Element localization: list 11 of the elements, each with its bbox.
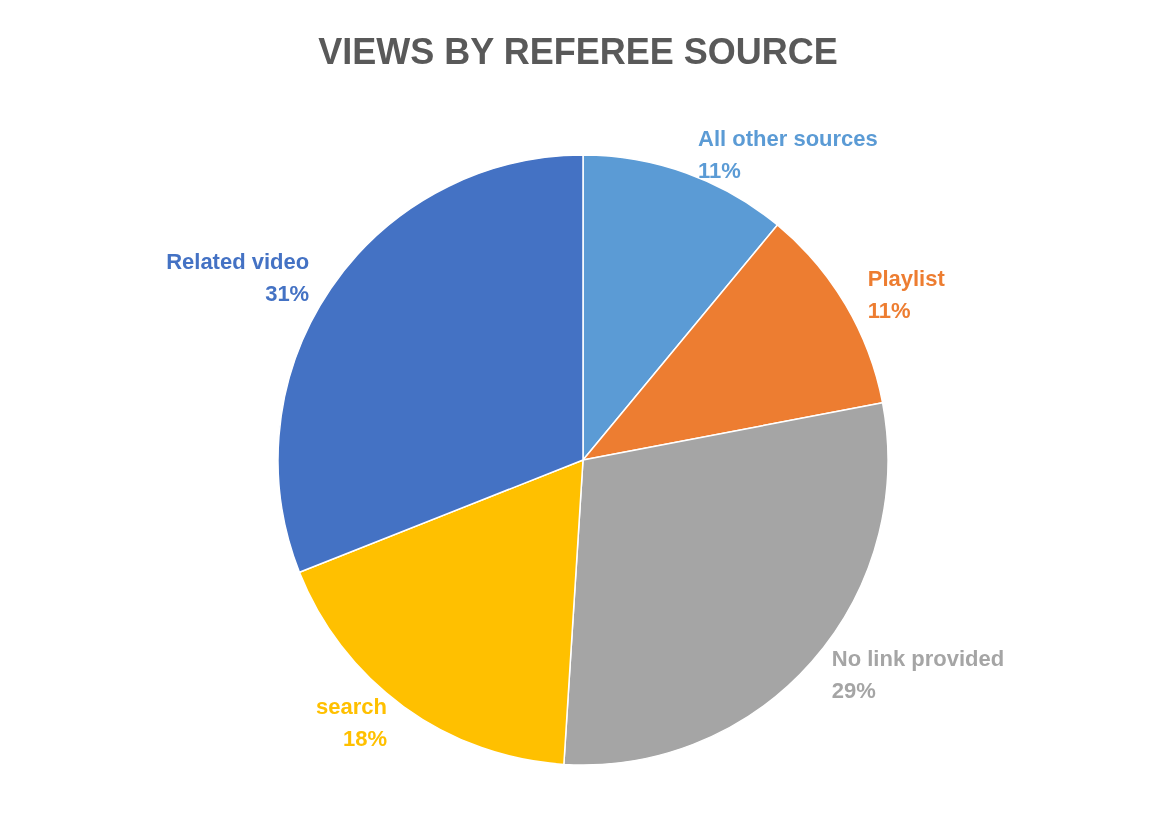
slice-label: All other sources <box>698 125 878 151</box>
data-label: 18% <box>342 726 387 752</box>
data-label: 11% <box>698 157 741 183</box>
slice-label: search <box>316 694 387 720</box>
slice-label: Playlist <box>867 266 946 292</box>
data-label: 31% <box>265 280 310 306</box>
chart-title: VIEWS BY REFEREE SOURCE <box>318 30 838 72</box>
slice-label: Related video <box>166 248 310 274</box>
slice-label: No link provided <box>831 646 1005 672</box>
data-label: 11% <box>867 298 911 324</box>
data-label: 29% <box>831 678 876 704</box>
